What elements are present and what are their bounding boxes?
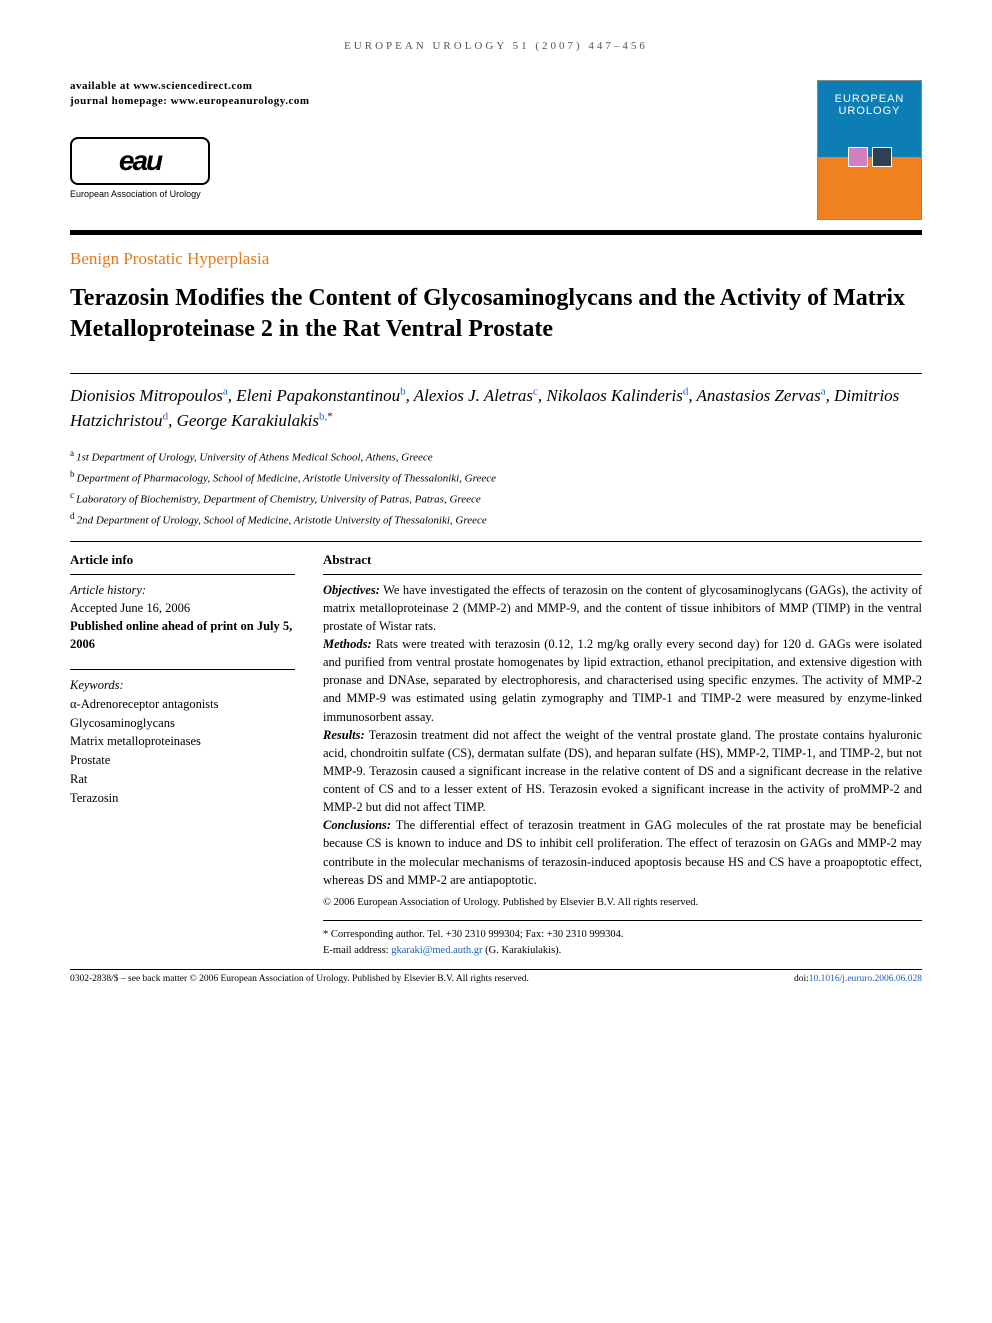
conclusions-label: Conclusions: [323,818,391,832]
email-label: E-mail address: [323,945,391,956]
thin-rule [70,541,922,542]
affiliation-text: 1st Department of Urology, University of… [76,451,433,463]
article-history: Article history: Accepted June 16, 2006 … [70,581,295,654]
doi-link[interactable]: 10.1016/j.eururo.2006.06.028 [809,974,922,984]
thin-rule [70,373,922,374]
article-info-head: Article info [70,552,295,568]
affil-ref[interactable]: c [533,386,538,398]
affiliation-text: Department of Pharmacology, School of Me… [77,473,496,485]
email-tail: (G. Karakiulakis). [483,945,562,956]
corr-email-line: E-mail address: gkaraki@med.auth.gr (G. … [323,943,922,959]
inner-rule [70,669,295,670]
homepage-line: journal homepage: www.europeanurology.co… [70,95,817,107]
article-info-column: Article info Article history: Accepted J… [70,552,295,959]
cover-thumb-icon [872,147,892,167]
author: Eleni Papakonstantinou [236,386,400,405]
footer: 0302-2838/$ – see back matter © 2006 Eur… [70,969,922,984]
pub-online: Published online ahead of print on July … [70,619,292,651]
accepted-date: Accepted June 16, 2006 [70,601,190,615]
affiliation: a1st Department of Urology, University o… [70,446,922,467]
running-head: EUROPEAN UROLOGY 51 (2007) 447–456 [70,40,922,52]
affiliation: bDepartment of Pharmacology, School of M… [70,467,922,488]
affiliation-text: Laboratory of Biochemistry, Department o… [76,494,481,506]
two-column-area: Article info Article history: Accepted J… [70,552,922,959]
affiliation-list: a1st Department of Urology, University o… [70,446,922,531]
eau-tagline: European Association of Urology [70,189,817,199]
abstract-copyright: © 2006 European Association of Urology. … [323,895,922,910]
affiliation: d2nd Department of Urology, School of Me… [70,509,922,530]
corr-ref[interactable]: * [327,410,333,422]
affil-ref[interactable]: d [163,410,169,422]
cover-title-2: UROLOGY [838,105,900,117]
history-label: Article history: [70,583,146,597]
conclusions-text: The differential effect of terazosin tre… [323,818,922,886]
availability-line: available at www.sciencedirect.com [70,80,817,92]
eau-logo-block: eau European Association of Urology [70,137,817,199]
affil-ref[interactable]: a [223,386,228,398]
footer-left: 0302-2838/$ – see back matter © 2006 Eur… [70,974,529,984]
abstract-column: Abstract Objectives: We have investigate… [323,552,922,959]
objectives-label: Objectives: [323,583,380,597]
affiliation: cLaboratory of Biochemistry, Department … [70,488,922,509]
author: Nikolaos Kalinderis [546,386,682,405]
abstract-head: Abstract [323,552,922,568]
author: Alexios J. Aletras [414,386,533,405]
doi-label: doi: [794,974,809,984]
affil-ref[interactable]: a [821,386,826,398]
affiliation-text: 2nd Department of Urology, School of Med… [77,515,487,527]
inner-rule [323,574,922,575]
author-list: Dionisios Mitropoulosa, Eleni Papakonsta… [70,384,922,433]
section-label: Benign Prostatic Hyperplasia [70,249,922,269]
eau-logo: eau [70,137,210,185]
methods-text: Rats were treated with terazosin (0.12, … [323,637,922,724]
footer-doi: doi:10.1016/j.eururo.2006.06.028 [794,974,922,984]
corr-line: * Corresponding author. Tel. +30 2310 99… [323,927,922,943]
keyword: Prostate [70,753,110,767]
author: Dionisios Mitropoulos [70,386,223,405]
results-text: Terazosin treatment did not affect the w… [323,728,922,815]
thick-rule [70,230,922,235]
author: Anastasios Zervas [697,386,821,405]
corresponding-author-block: * Corresponding author. Tel. +30 2310 99… [323,920,922,959]
abstract-body: Objectives: We have investigated the eff… [323,581,922,910]
corr-email-link[interactable]: gkaraki@med.auth.gr [391,945,482,956]
author: George Karakiulakis [177,411,319,430]
affil-ref[interactable]: b, [319,410,327,422]
keyword: Glycosaminoglycans [70,716,175,730]
keywords-block: Keywords: α-Adrenoreceptor antagonists G… [70,676,295,807]
affil-ref[interactable]: b [400,386,406,398]
cover-thumb-icon [848,147,868,167]
keyword: Rat [70,772,87,786]
journal-cover-thumbnail: EUROPEAN UROLOGY [817,80,922,220]
cover-thumb-row [848,147,892,167]
results-label: Results: [323,728,365,742]
article-title: Terazosin Modifies the Content of Glycos… [70,283,922,345]
cover-title-1: EUROPEAN [835,93,905,105]
keyword: Matrix metalloproteinases [70,734,201,748]
header-left: available at www.sciencedirect.com journ… [70,80,817,199]
keyword: α-Adrenoreceptor antagonists [70,697,219,711]
objectives-text: We have investigated the effects of tera… [323,583,922,633]
header-area: available at www.sciencedirect.com journ… [70,80,922,220]
methods-label: Methods: [323,637,372,651]
inner-rule [70,574,295,575]
keyword: Terazosin [70,791,118,805]
keywords-label: Keywords: [70,678,124,692]
affil-ref[interactable]: d [683,386,689,398]
